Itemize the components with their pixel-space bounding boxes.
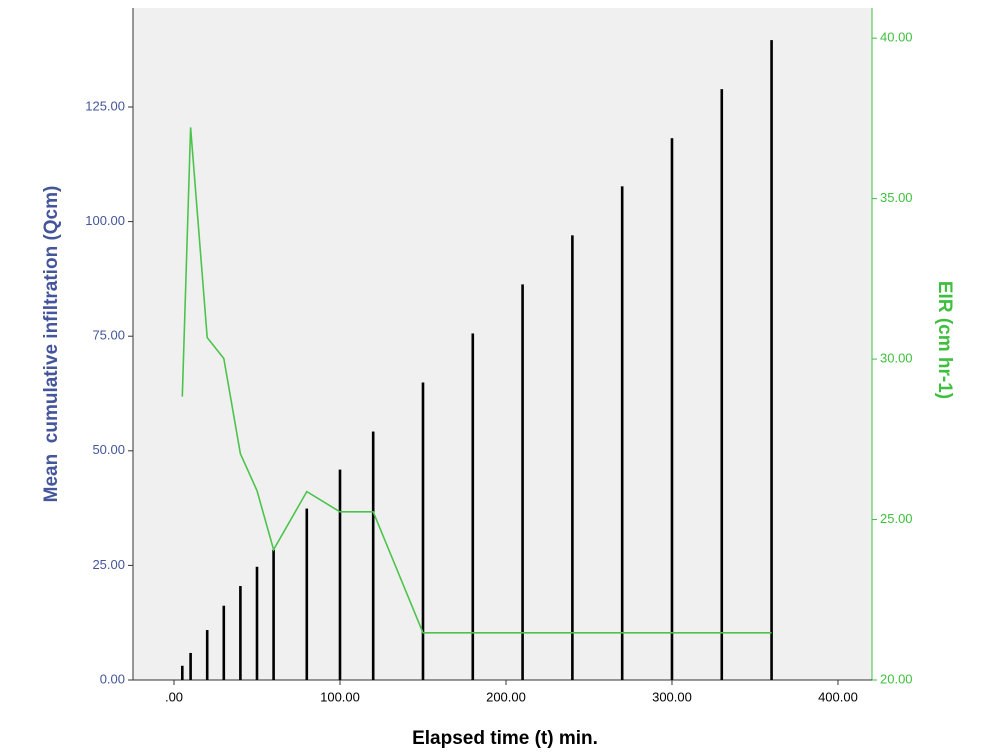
y2-tick-label: 30.00 xyxy=(880,351,913,366)
y2-tick-label: 40.00 xyxy=(880,30,913,45)
bar xyxy=(205,630,209,680)
bar xyxy=(471,333,475,680)
x-axis-title: Elapsed time (t) min. xyxy=(412,728,598,749)
x-tick-label: 400.00 xyxy=(818,689,858,704)
bar xyxy=(272,549,275,680)
bar xyxy=(338,469,342,680)
y-tick-label: 50.00 xyxy=(92,442,125,457)
plot-area xyxy=(133,8,872,680)
bar xyxy=(421,382,425,680)
y-tick-label: 25.00 xyxy=(92,557,125,572)
bar xyxy=(189,652,192,680)
y-axis-title: Mean cumulative infiltration (Qcm) xyxy=(41,186,62,503)
x-tick-label: 200.00 xyxy=(486,689,526,704)
y-tick-label: 100.00 xyxy=(85,213,125,228)
bar xyxy=(305,508,309,680)
y-tick-label: 125.00 xyxy=(85,98,125,113)
y2-tick-label: 20.00 xyxy=(880,671,913,686)
y2-axis-title: EIR (cm hr-1) xyxy=(934,281,955,399)
y2-tick-label: 35.00 xyxy=(880,190,913,205)
bar xyxy=(571,235,574,681)
bar xyxy=(222,605,226,680)
bar xyxy=(255,566,259,680)
bar xyxy=(239,586,242,680)
bar xyxy=(720,89,724,680)
bar xyxy=(770,40,773,681)
bar xyxy=(620,186,624,680)
bar xyxy=(670,138,674,681)
x-tick-label: .00 xyxy=(165,689,183,704)
bar xyxy=(371,431,375,680)
x-tick-label: 300.00 xyxy=(652,689,692,704)
y2-tick-label: 25.00 xyxy=(880,511,913,526)
x-tick-label: 100.00 xyxy=(320,689,360,704)
bar xyxy=(521,284,524,680)
line xyxy=(181,127,772,634)
y-tick-label: 75.00 xyxy=(92,328,125,343)
y-tick-label: 0.00 xyxy=(100,671,125,686)
bar xyxy=(180,665,184,680)
